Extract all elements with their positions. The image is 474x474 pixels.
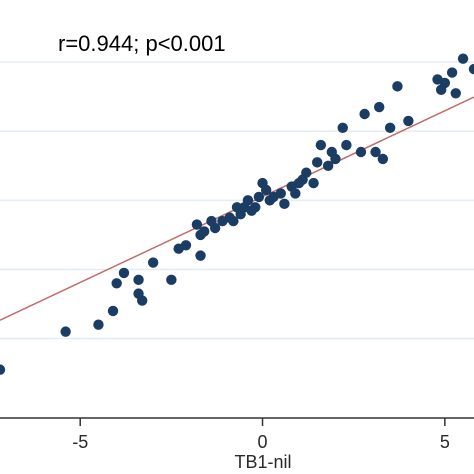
data-point-50 [173, 243, 184, 254]
data-point-40 [231, 202, 243, 213]
gridlines [0, 61, 474, 340]
data-point-17 [315, 139, 327, 151]
data-point-45 [206, 215, 217, 227]
x-tick-label-2: 5 [440, 432, 450, 452]
x-axis-ticks: -5 0 5 [72, 418, 450, 452]
data-point-27 [290, 188, 301, 199]
data-point-59 [107, 305, 119, 317]
data-point-23 [308, 177, 319, 189]
x-tick-label-0: -5 [72, 432, 88, 452]
data-point-55 [118, 267, 130, 279]
data-point-62 [0, 364, 6, 375]
data-point-11 [359, 108, 370, 120]
data-point-58 [137, 295, 148, 306]
data-points [0, 53, 474, 375]
data-point-7 [392, 81, 403, 92]
data-point-1 [468, 63, 474, 75]
data-point-33 [264, 195, 276, 206]
data-point-32 [257, 177, 268, 189]
data-point-10 [384, 122, 396, 134]
data-point-51 [195, 250, 206, 261]
data-point-20 [322, 160, 334, 172]
data-point-12 [337, 122, 348, 134]
data-point-60 [93, 319, 104, 330]
x-axis-title: TB1-nil [234, 452, 291, 472]
data-point-6 [450, 88, 461, 99]
data-point-29 [279, 198, 290, 210]
data-point-13 [341, 139, 352, 151]
data-point-0 [457, 53, 469, 64]
data-point-53 [147, 257, 159, 268]
data-point-5 [435, 84, 447, 96]
data-point-15 [370, 146, 381, 158]
data-point-4 [432, 74, 443, 85]
data-point-56 [111, 278, 122, 289]
data-point-54 [133, 274, 144, 286]
data-point-21 [312, 157, 323, 168]
data-point-43 [217, 215, 228, 227]
data-point-61 [60, 326, 71, 337]
x-tick-label-1: 0 [258, 432, 268, 452]
data-point-2 [446, 67, 458, 78]
data-point-25 [297, 174, 308, 185]
data-point-52 [166, 274, 177, 286]
correlation-annotation: r=0.944; p<0.001 [58, 31, 226, 56]
data-point-14 [355, 146, 367, 158]
data-point-34 [253, 191, 265, 203]
data-point-47 [191, 219, 203, 230]
data-point-42 [228, 215, 239, 227]
data-point-16 [377, 153, 389, 165]
data-point-19 [330, 153, 341, 165]
data-point-9 [403, 115, 414, 127]
data-point-8 [374, 101, 385, 113]
data-point-48 [195, 229, 206, 241]
